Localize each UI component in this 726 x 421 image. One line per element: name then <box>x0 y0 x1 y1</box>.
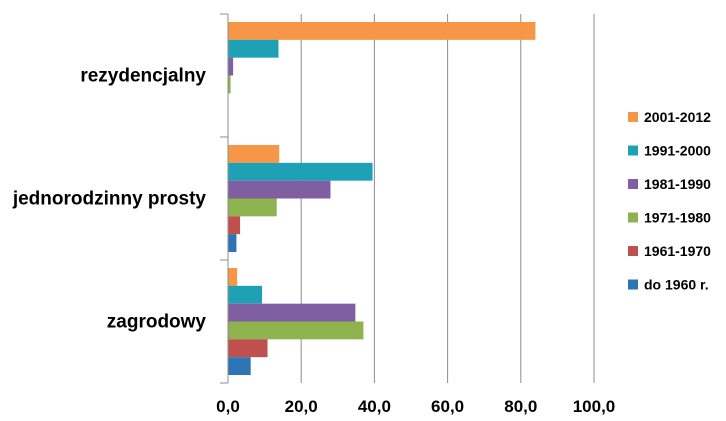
legend: 2001-2012 1991-2000 1981-1990 1971-1980 1961… <box>628 109 711 293</box>
bar-jednorodzinny-prosty-1971-1980 <box>228 198 277 217</box>
bar-zagrodowy-1971-1980 <box>228 321 364 340</box>
category-label-rezydencjalny: rezydencjalny <box>80 66 206 87</box>
x-tick-label: 0,0 <box>216 397 240 416</box>
bar-zagrodowy-do-1960-r <box>228 357 251 375</box>
bar-jednorodzinny-prosty-1981-1990 <box>228 180 331 199</box>
legend-swatch-1991-2000 <box>628 145 638 156</box>
bar-rezydencjalny-1971-1980 <box>228 75 231 94</box>
category-label-zagrodowy: zagrodowy <box>107 312 207 333</box>
legend-label-1991-2000: 1991-2000 <box>644 143 711 159</box>
x-tick-label: 60,0 <box>431 397 464 416</box>
bars-group <box>228 22 536 375</box>
legend-label-1961-1970: 1961-1970 <box>644 243 711 259</box>
x-tick-labels: 0,0 20,0 40,0 60,0 80,0 100,0 <box>216 397 615 416</box>
category-label-jednorodzinny-prosty: jednorodzinny prosty <box>12 189 207 210</box>
bar-zagrodowy-2001-2012 <box>228 268 238 286</box>
bar-jednorodzinny-prosty-do-1960-r <box>228 234 237 252</box>
legend-swatch-1981-1990 <box>628 179 638 189</box>
bar-zagrodowy-1961-1970 <box>228 339 268 358</box>
x-tick-label: 40,0 <box>358 397 391 416</box>
bar-jednorodzinny-prosty-1961-1970 <box>228 216 241 235</box>
legend-swatch-do-1960-r <box>628 279 638 290</box>
bar-rezydencjalny-1991-2000 <box>228 39 279 58</box>
bar-rezydencjalny-2001-2012 <box>228 22 536 40</box>
legend-label-do-1960-r: do 1960 r. <box>644 277 709 293</box>
x-tick-label: 100,0 <box>573 397 616 416</box>
legend-swatch-2001-2012 <box>628 112 638 122</box>
x-tick-label: 20,0 <box>285 397 318 416</box>
legend-label-1971-1980: 1971-1980 <box>644 210 711 226</box>
category-axis <box>220 13 229 384</box>
bar-jednorodzinny-prosty-1991-2000 <box>228 162 373 181</box>
bar-zagrodowy-1981-1990 <box>228 303 356 322</box>
legend-swatch-1961-1970 <box>628 246 638 256</box>
legend-swatch-1971-1980 <box>628 212 638 223</box>
legend-label-2001-2012: 2001-2012 <box>644 109 711 125</box>
bar-jednorodzinny-prosty-2001-2012 <box>228 145 280 163</box>
bar-rezydencjalny-1981-1990 <box>228 57 234 76</box>
category-labels: rezydencjalny jednorodzinny prosty zagrodo… <box>12 66 207 333</box>
x-tick-label: 80,0 <box>504 397 537 416</box>
bar-zagrodowy-1991-2000 <box>228 285 263 304</box>
legend-label-1981-1990: 1981-1990 <box>644 176 711 192</box>
